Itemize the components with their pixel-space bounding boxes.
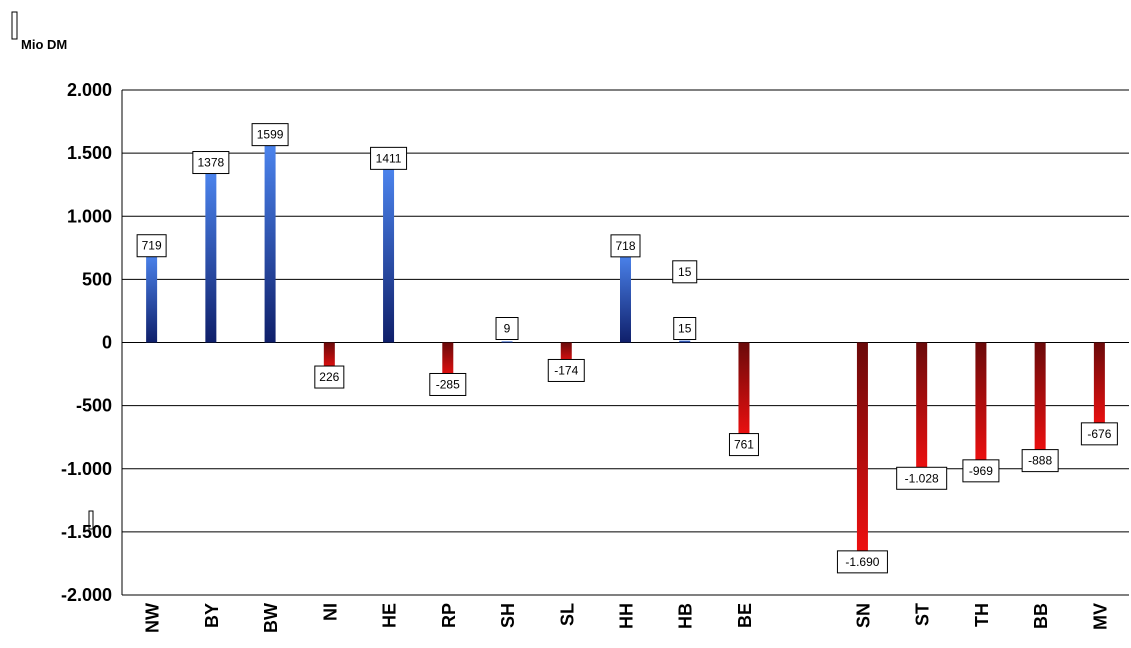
svg-text:-676: -676 [1087, 427, 1111, 441]
svg-text:-1.028: -1.028 [905, 471, 939, 485]
y-tick-label: 1.500 [67, 143, 112, 163]
bar-hb [679, 340, 691, 343]
data-label-hb: 15 [673, 317, 697, 340]
x-tick-label: BY [202, 603, 222, 628]
x-tick-label: BW [261, 603, 281, 633]
bar-rp [442, 342, 454, 379]
unit-label: Mio DM [21, 37, 67, 52]
data-label-nw: 719 [136, 234, 167, 258]
data-labels: 719 1378 1599 226 1411 -285 9 -174 718 15 761 -1.69… [136, 123, 1118, 574]
x-axis-ticks: NW BY BW NI HE RP SH SL HH HB BE SN ST TH BB MV [143, 603, 1111, 633]
x-tick-label: BE [735, 603, 755, 628]
y-axis-ticks: 2.000 1.500 1.000 500 0 -500 -1.000 -1.500 -2.00… [61, 80, 112, 605]
y-tick-label: -2.000 [61, 585, 112, 605]
y-tick-label: 0 [102, 333, 112, 353]
data-label-hb-extra: 15 [672, 260, 698, 284]
x-tick-label: HH [617, 603, 637, 629]
data-label-th: -969 [962, 459, 1000, 483]
x-tick-label: TH [972, 603, 992, 627]
data-label-he: 1411 [370, 146, 408, 170]
svg-text:15: 15 [678, 322, 692, 336]
x-tick-label: MV [1090, 603, 1110, 630]
data-label-sn: -1.690 [836, 550, 888, 574]
bar-bb [1034, 342, 1046, 455]
svg-text:-285: -285 [436, 377, 460, 391]
top-left-glyph [11, 11, 18, 40]
data-label-ni: 226 [314, 365, 345, 389]
data-label-by: 1378 [192, 151, 230, 175]
bar-by [205, 168, 217, 343]
x-tick-label: ST [913, 603, 933, 626]
y-tick-label: 1.000 [67, 206, 112, 226]
data-label-be: 761 [728, 433, 759, 457]
bar-ni [323, 342, 335, 372]
svg-text:1599: 1599 [257, 128, 284, 142]
x-tick-label: SL [557, 603, 577, 626]
svg-text:719: 719 [142, 239, 162, 253]
bar-mv [1093, 342, 1105, 428]
stray-glyph [88, 510, 94, 530]
x-tick-label: HB [676, 603, 696, 629]
grid [121, 89, 1129, 596]
svg-text:-888: -888 [1028, 454, 1052, 468]
x-tick-label: NI [320, 603, 340, 621]
data-label-bb: -888 [1021, 449, 1059, 473]
bar-sh [501, 341, 513, 343]
bar-nw [146, 251, 158, 343]
x-tick-label: RP [439, 603, 459, 628]
svg-text:1411: 1411 [376, 151, 402, 165]
x-tick-label: HE [380, 603, 400, 628]
data-label-rp: -285 [429, 372, 467, 396]
y-tick-label: 500 [82, 269, 112, 289]
svg-text:9: 9 [504, 322, 511, 336]
svg-text:15: 15 [678, 265, 692, 279]
bar-be [738, 342, 750, 439]
bar-he [383, 164, 395, 343]
x-tick-label: SH [498, 603, 518, 628]
bar-bw [264, 140, 276, 343]
bar-sn [856, 342, 868, 556]
bar-th [975, 342, 987, 465]
svg-text:718: 718 [615, 239, 635, 253]
svg-text:761: 761 [734, 438, 754, 452]
data-label-sh: 9 [495, 317, 519, 340]
svg-text:226: 226 [319, 370, 339, 384]
x-tick-label: NW [143, 603, 163, 633]
y-tick-label: 2.000 [67, 80, 112, 100]
svg-text:-969: -969 [969, 464, 993, 478]
y-tick-label: -1.000 [61, 459, 112, 479]
x-tick-label: SN [853, 603, 873, 628]
data-label-sl: -174 [547, 358, 585, 382]
svg-text:1378: 1378 [198, 156, 225, 170]
bar-sl [560, 342, 572, 365]
y-tick-label: -1.500 [61, 522, 112, 542]
bar-hh [620, 251, 631, 343]
bar-st [916, 342, 928, 473]
bars [146, 140, 1105, 556]
data-label-mv: -676 [1080, 422, 1118, 446]
svg-text:-174: -174 [554, 363, 578, 377]
svg-text:-1.690: -1.690 [845, 555, 879, 569]
y-tick-label: -500 [76, 396, 112, 416]
data-label-hh: 718 [610, 234, 641, 258]
data-label-bw: 1599 [251, 123, 289, 147]
x-tick-label: BB [1031, 603, 1051, 629]
data-label-st: -1.028 [896, 466, 948, 490]
